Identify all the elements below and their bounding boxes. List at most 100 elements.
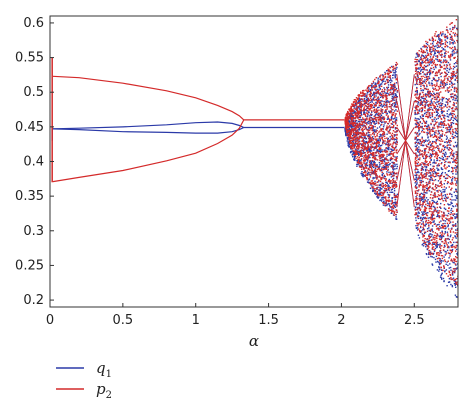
chaos-point bbox=[369, 137, 371, 140]
chaos-point bbox=[454, 48, 456, 51]
chaos-point bbox=[349, 115, 351, 118]
chaos-point bbox=[422, 216, 425, 219]
chaos-point bbox=[352, 142, 354, 144]
chaos-point bbox=[418, 60, 420, 63]
chaos-point bbox=[430, 216, 432, 218]
chaos-point bbox=[417, 149, 419, 152]
chaos-point bbox=[383, 161, 386, 163]
chaos-point bbox=[357, 94, 359, 97]
chaos-point bbox=[395, 175, 398, 178]
chaos-point bbox=[366, 86, 369, 88]
chaos-point bbox=[390, 143, 392, 145]
chaos-point bbox=[384, 184, 387, 186]
chaos-point bbox=[392, 121, 394, 123]
chaos-point bbox=[448, 76, 450, 78]
chaos-point bbox=[370, 123, 372, 125]
chaos-point bbox=[350, 105, 352, 108]
chaos-point bbox=[366, 178, 368, 181]
chaos-point bbox=[451, 180, 453, 182]
chaos-point bbox=[353, 105, 355, 108]
chaos-point bbox=[356, 163, 358, 166]
chaos-point bbox=[431, 145, 434, 147]
chaos-point bbox=[432, 63, 435, 65]
chaos-point bbox=[445, 196, 448, 199]
chaos-point bbox=[385, 109, 387, 111]
chaos-point bbox=[420, 230, 423, 232]
chaos-point bbox=[417, 135, 419, 137]
chaos-point bbox=[420, 47, 422, 50]
chaos-point bbox=[392, 70, 394, 72]
chaos-point bbox=[421, 217, 423, 219]
chaos-point bbox=[414, 158, 417, 160]
chaos-point bbox=[428, 81, 430, 83]
chaos-point bbox=[356, 106, 358, 108]
chaos-point bbox=[357, 142, 359, 144]
chaos-point bbox=[376, 181, 378, 183]
chaos-point bbox=[452, 154, 454, 157]
chaos-point bbox=[451, 77, 454, 80]
chaos-point bbox=[393, 139, 396, 141]
chaos-point bbox=[366, 90, 368, 92]
chaos-point bbox=[442, 121, 444, 124]
chaos-point bbox=[435, 114, 438, 117]
chaos-point bbox=[443, 266, 445, 269]
chaos-point bbox=[363, 145, 366, 147]
chaos-point bbox=[420, 231, 422, 234]
chaos-point bbox=[389, 180, 391, 182]
chaos-point bbox=[439, 236, 441, 238]
chaos-point bbox=[353, 99, 356, 101]
chaos-point bbox=[450, 118, 452, 120]
chaos-point bbox=[418, 146, 420, 148]
chaos-point bbox=[438, 261, 440, 264]
chaos-point bbox=[419, 179, 421, 182]
chaos-point bbox=[447, 90, 449, 92]
chaos-point bbox=[361, 127, 364, 130]
chaos-point bbox=[444, 188, 446, 191]
chaos-point bbox=[446, 214, 448, 217]
chaos-point bbox=[453, 241, 455, 244]
chaos-point bbox=[374, 114, 377, 116]
chaos-point bbox=[380, 124, 382, 126]
chaos-point bbox=[415, 219, 417, 222]
chaos-point bbox=[414, 137, 417, 140]
chaos-point bbox=[392, 206, 394, 208]
chaos-point bbox=[446, 231, 449, 233]
chaos-point bbox=[444, 55, 446, 57]
chaos-point bbox=[429, 129, 431, 131]
chaos-point bbox=[445, 135, 448, 137]
chaos-point bbox=[383, 200, 385, 202]
chaos-point bbox=[361, 133, 364, 135]
chaos-point bbox=[384, 111, 386, 113]
chaos-point bbox=[417, 75, 419, 77]
chaos-point bbox=[443, 149, 445, 152]
chaos-point bbox=[416, 67, 418, 70]
chaos-point bbox=[414, 112, 416, 114]
chaos-point bbox=[439, 39, 441, 42]
chaos-point bbox=[346, 125, 348, 127]
chaos-point bbox=[434, 193, 436, 195]
chaos-point bbox=[432, 243, 435, 245]
chaos-point bbox=[417, 71, 419, 73]
chaos-point bbox=[380, 74, 382, 76]
chaos-point bbox=[353, 104, 356, 106]
chaos-point bbox=[446, 37, 449, 39]
chaos-point bbox=[450, 202, 452, 205]
chaos-point bbox=[381, 91, 383, 93]
chaos-point bbox=[426, 222, 429, 224]
chaos-point bbox=[442, 194, 444, 197]
chaos-point bbox=[444, 230, 446, 233]
chaos-point bbox=[420, 223, 423, 225]
chaos-point bbox=[352, 128, 354, 131]
chaos-point bbox=[434, 65, 437, 67]
chaos-point bbox=[435, 108, 438, 110]
chaos-point bbox=[424, 166, 426, 168]
chaos-point bbox=[414, 142, 416, 144]
chaos-point bbox=[392, 118, 395, 120]
chaos-point bbox=[390, 100, 393, 102]
chaos-point bbox=[349, 132, 351, 134]
chaos-point bbox=[435, 139, 437, 141]
chaos-point bbox=[390, 84, 392, 86]
chaos-point bbox=[416, 163, 419, 165]
chaos-point bbox=[380, 144, 383, 147]
chaos-point bbox=[436, 167, 438, 169]
